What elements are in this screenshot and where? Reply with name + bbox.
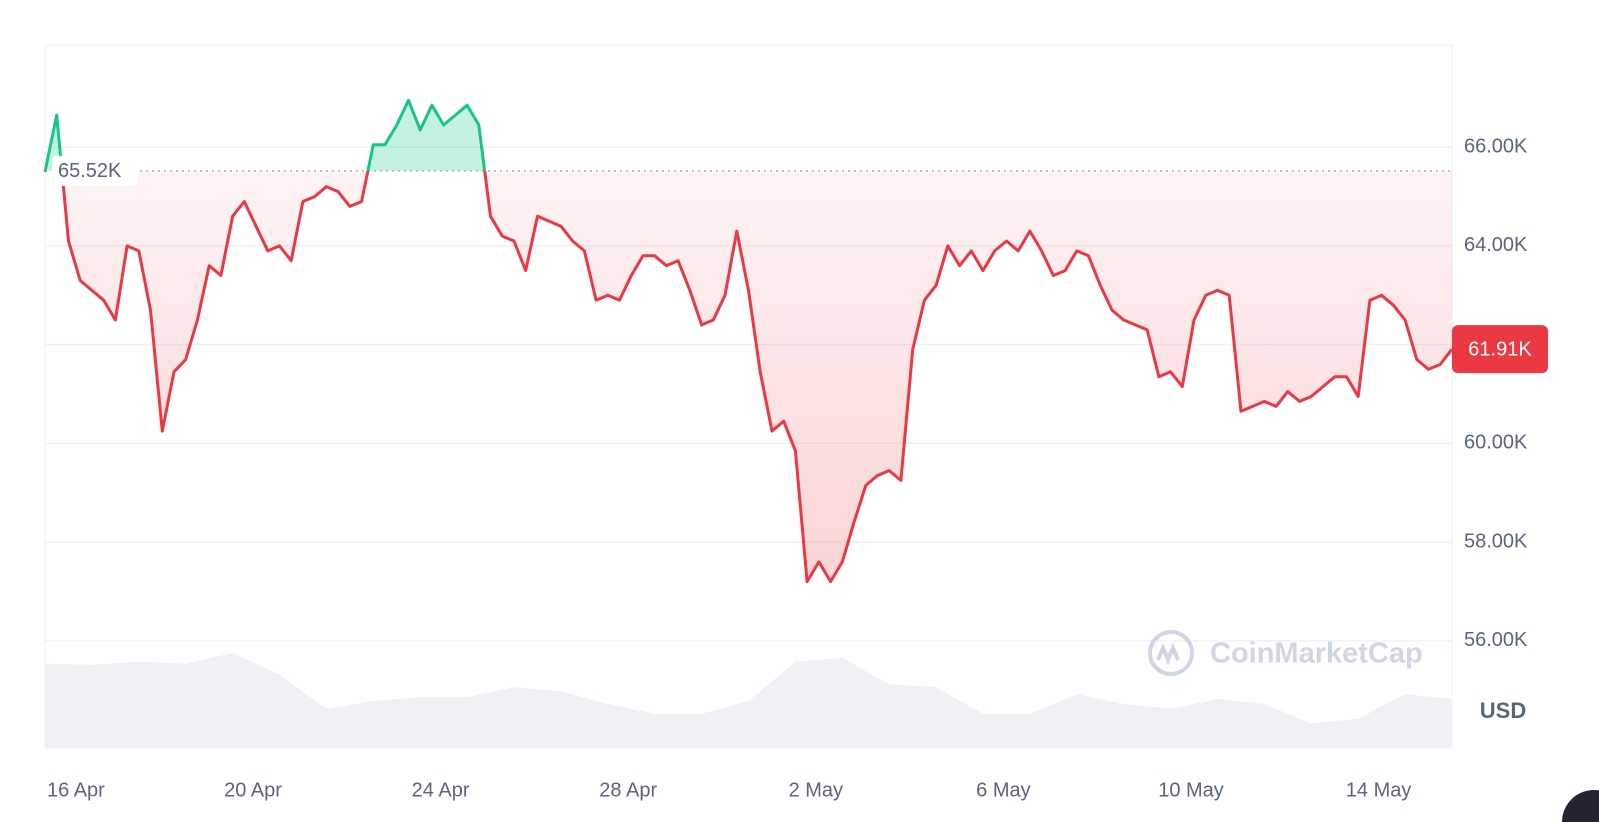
y-tick-label: 60.00K xyxy=(1464,432,1528,454)
area-down xyxy=(45,170,1452,582)
y-tick-label: 64.00K xyxy=(1464,234,1528,256)
reference-label: 65.52K xyxy=(58,160,122,182)
currency-label: USD xyxy=(1480,698,1526,723)
area-up xyxy=(45,100,1452,171)
current-price-badge xyxy=(1452,325,1548,374)
x-tick-label: 24 Apr xyxy=(412,779,470,801)
current-price-label: 61.91K xyxy=(1468,338,1532,360)
y-tick-label: 56.00K xyxy=(1464,629,1528,651)
volume-area xyxy=(45,652,1452,748)
x-tick-label: 10 May xyxy=(1158,779,1224,801)
reference-label-bg xyxy=(52,155,138,186)
x-tick-label: 14 May xyxy=(1346,779,1412,801)
watermark: CoinMarketCap xyxy=(1210,638,1423,670)
x-tick-label: 2 May xyxy=(789,779,843,801)
x-tick-label: 16 Apr xyxy=(47,779,105,801)
corner-button[interactable] xyxy=(1562,790,1599,822)
y-tick-label: 66.00K xyxy=(1464,135,1528,157)
y-tick-label: 58.00K xyxy=(1464,530,1528,552)
x-tick-label: 6 May xyxy=(976,779,1030,801)
x-tick-label: 20 Apr xyxy=(224,779,282,801)
x-tick-label: 28 Apr xyxy=(599,779,657,801)
watermark-logo xyxy=(1148,630,1194,676)
price-line-down xyxy=(43,170,1454,584)
